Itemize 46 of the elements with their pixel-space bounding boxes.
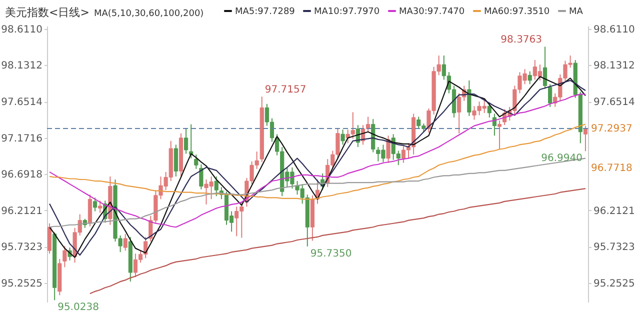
y2-tick-label: 98.1312	[594, 60, 635, 72]
ref-line-label: 97.2937	[591, 124, 632, 135]
candlestick	[62, 246, 67, 268]
y-tick-label: 96.6918	[1, 170, 42, 181]
y-tick-label: 97.1716	[1, 133, 42, 144]
candlestick	[194, 154, 198, 170]
candlestick	[548, 84, 552, 108]
y2-tick-label: 95.2525	[594, 278, 635, 290]
line-series	[89, 188, 586, 294]
candlestick	[528, 70, 532, 85]
y-tick-label: 95.2525	[1, 278, 42, 290]
y2-tick-label: 95.7323	[594, 242, 635, 254]
y-tick-label: 98.6110	[1, 24, 42, 36]
candlestick	[88, 194, 92, 227]
candlestick	[340, 129, 345, 146]
y-tick-label: 97.6514	[1, 97, 42, 108]
annotation: 97.7157	[264, 84, 306, 96]
chart-title: 美元指数<日线>	[5, 6, 90, 19]
annotation: 98.3763	[500, 34, 542, 46]
legend-label: MA	[569, 7, 584, 17]
annotation: 95.0238	[58, 302, 99, 314]
text: MA(5,10,30,60,100,200)	[94, 9, 204, 19]
candlestick	[467, 80, 472, 116]
y-tick-label: 96.2121	[1, 206, 42, 217]
candlestick	[497, 120, 502, 150]
text: 96.7718	[591, 163, 632, 174]
candlestick	[184, 128, 188, 154]
y2-tick-label: 96.2121	[594, 206, 635, 217]
legend-label: MA10:97.7970	[314, 7, 380, 17]
candlestick	[92, 197, 98, 212]
legend-label: MA30:97.7470	[399, 7, 465, 17]
candlestick	[386, 135, 390, 164]
legend-label: MA5:97.7289	[235, 7, 296, 17]
y-tick-label: 95.7323	[1, 242, 42, 254]
candlestick	[98, 200, 102, 214]
annotation: 95.7350	[310, 248, 352, 260]
candlestick	[542, 46, 548, 90]
y-tick-label: 98.1312	[1, 60, 42, 72]
y2-tick-label: 98.6110	[594, 24, 635, 36]
legend-label: MA60:97.3510	[484, 7, 550, 17]
candlestick	[174, 144, 178, 177]
y2-tick-label: 97.6514	[594, 97, 635, 108]
candlestick	[199, 164, 204, 190]
candlestick	[214, 176, 218, 197]
candlestick	[123, 233, 128, 252]
annotation: 96.9940	[541, 153, 582, 164]
